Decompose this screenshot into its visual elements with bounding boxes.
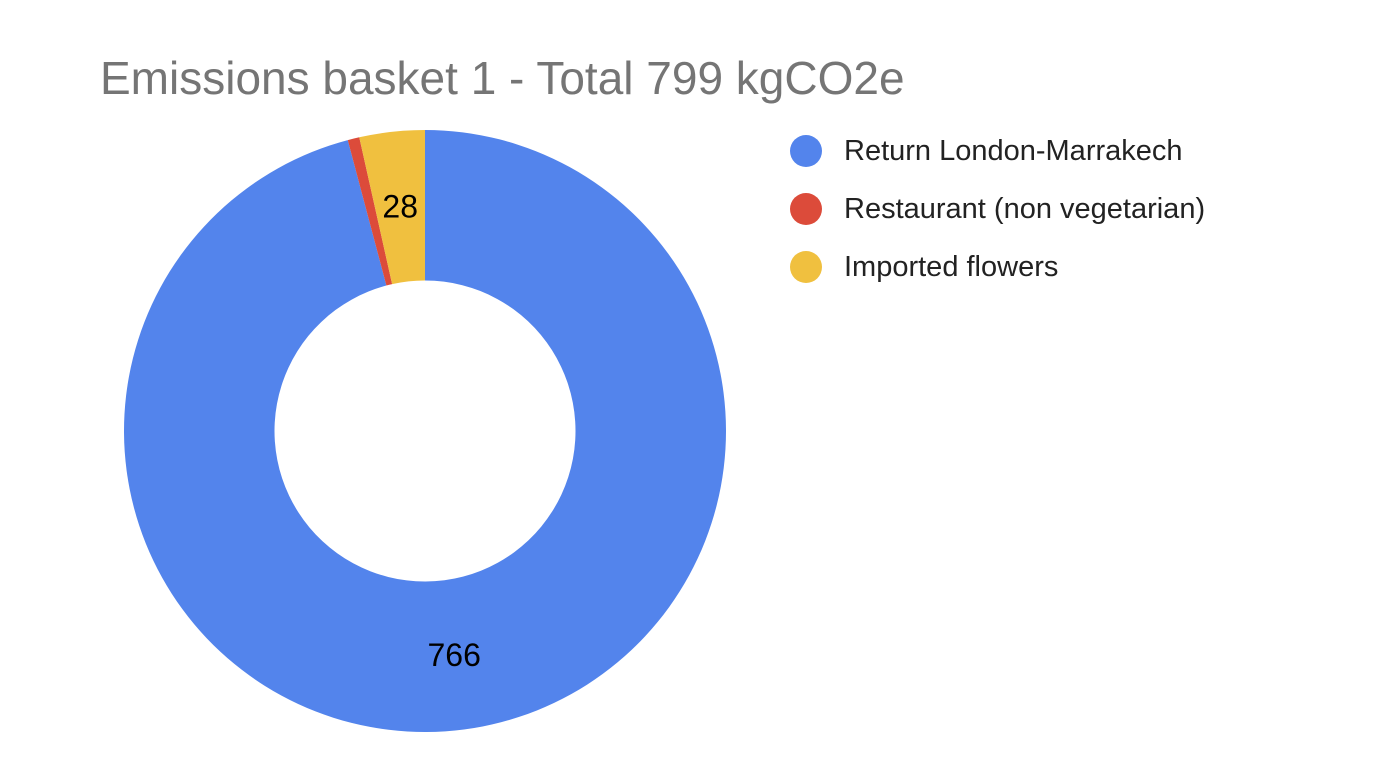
legend-item-restaurant[interactable]: Restaurant (non vegetarian) xyxy=(790,180,1205,238)
legend-label: Imported flowers xyxy=(844,250,1059,283)
legend-swatch-icon xyxy=(790,135,822,167)
donut-slice-restaurant-non-vegetarian[interactable] xyxy=(347,137,393,286)
slice-data-label: 766 xyxy=(428,637,481,673)
chart-title: Emissions basket 1 - Total 799 kgCO2e xyxy=(100,52,905,104)
legend-swatch-icon xyxy=(790,193,822,225)
chart-legend: Return London-Marrakech Restaurant (non … xyxy=(790,122,1205,296)
legend-swatch-icon xyxy=(790,251,822,283)
slice-data-label: 28 xyxy=(382,189,418,225)
legend-item-imported-flowers[interactable]: Imported flowers xyxy=(790,238,1205,296)
legend-item-return-london-marrakech[interactable]: Return London-Marrakech xyxy=(790,122,1205,180)
donut-slice-imported-flowers[interactable] xyxy=(359,130,425,285)
donut-slice-return-london-marrakech[interactable] xyxy=(124,130,726,732)
legend-label: Restaurant (non vegetarian) xyxy=(844,192,1206,225)
legend-label: Return London-Marrakech xyxy=(844,134,1183,167)
